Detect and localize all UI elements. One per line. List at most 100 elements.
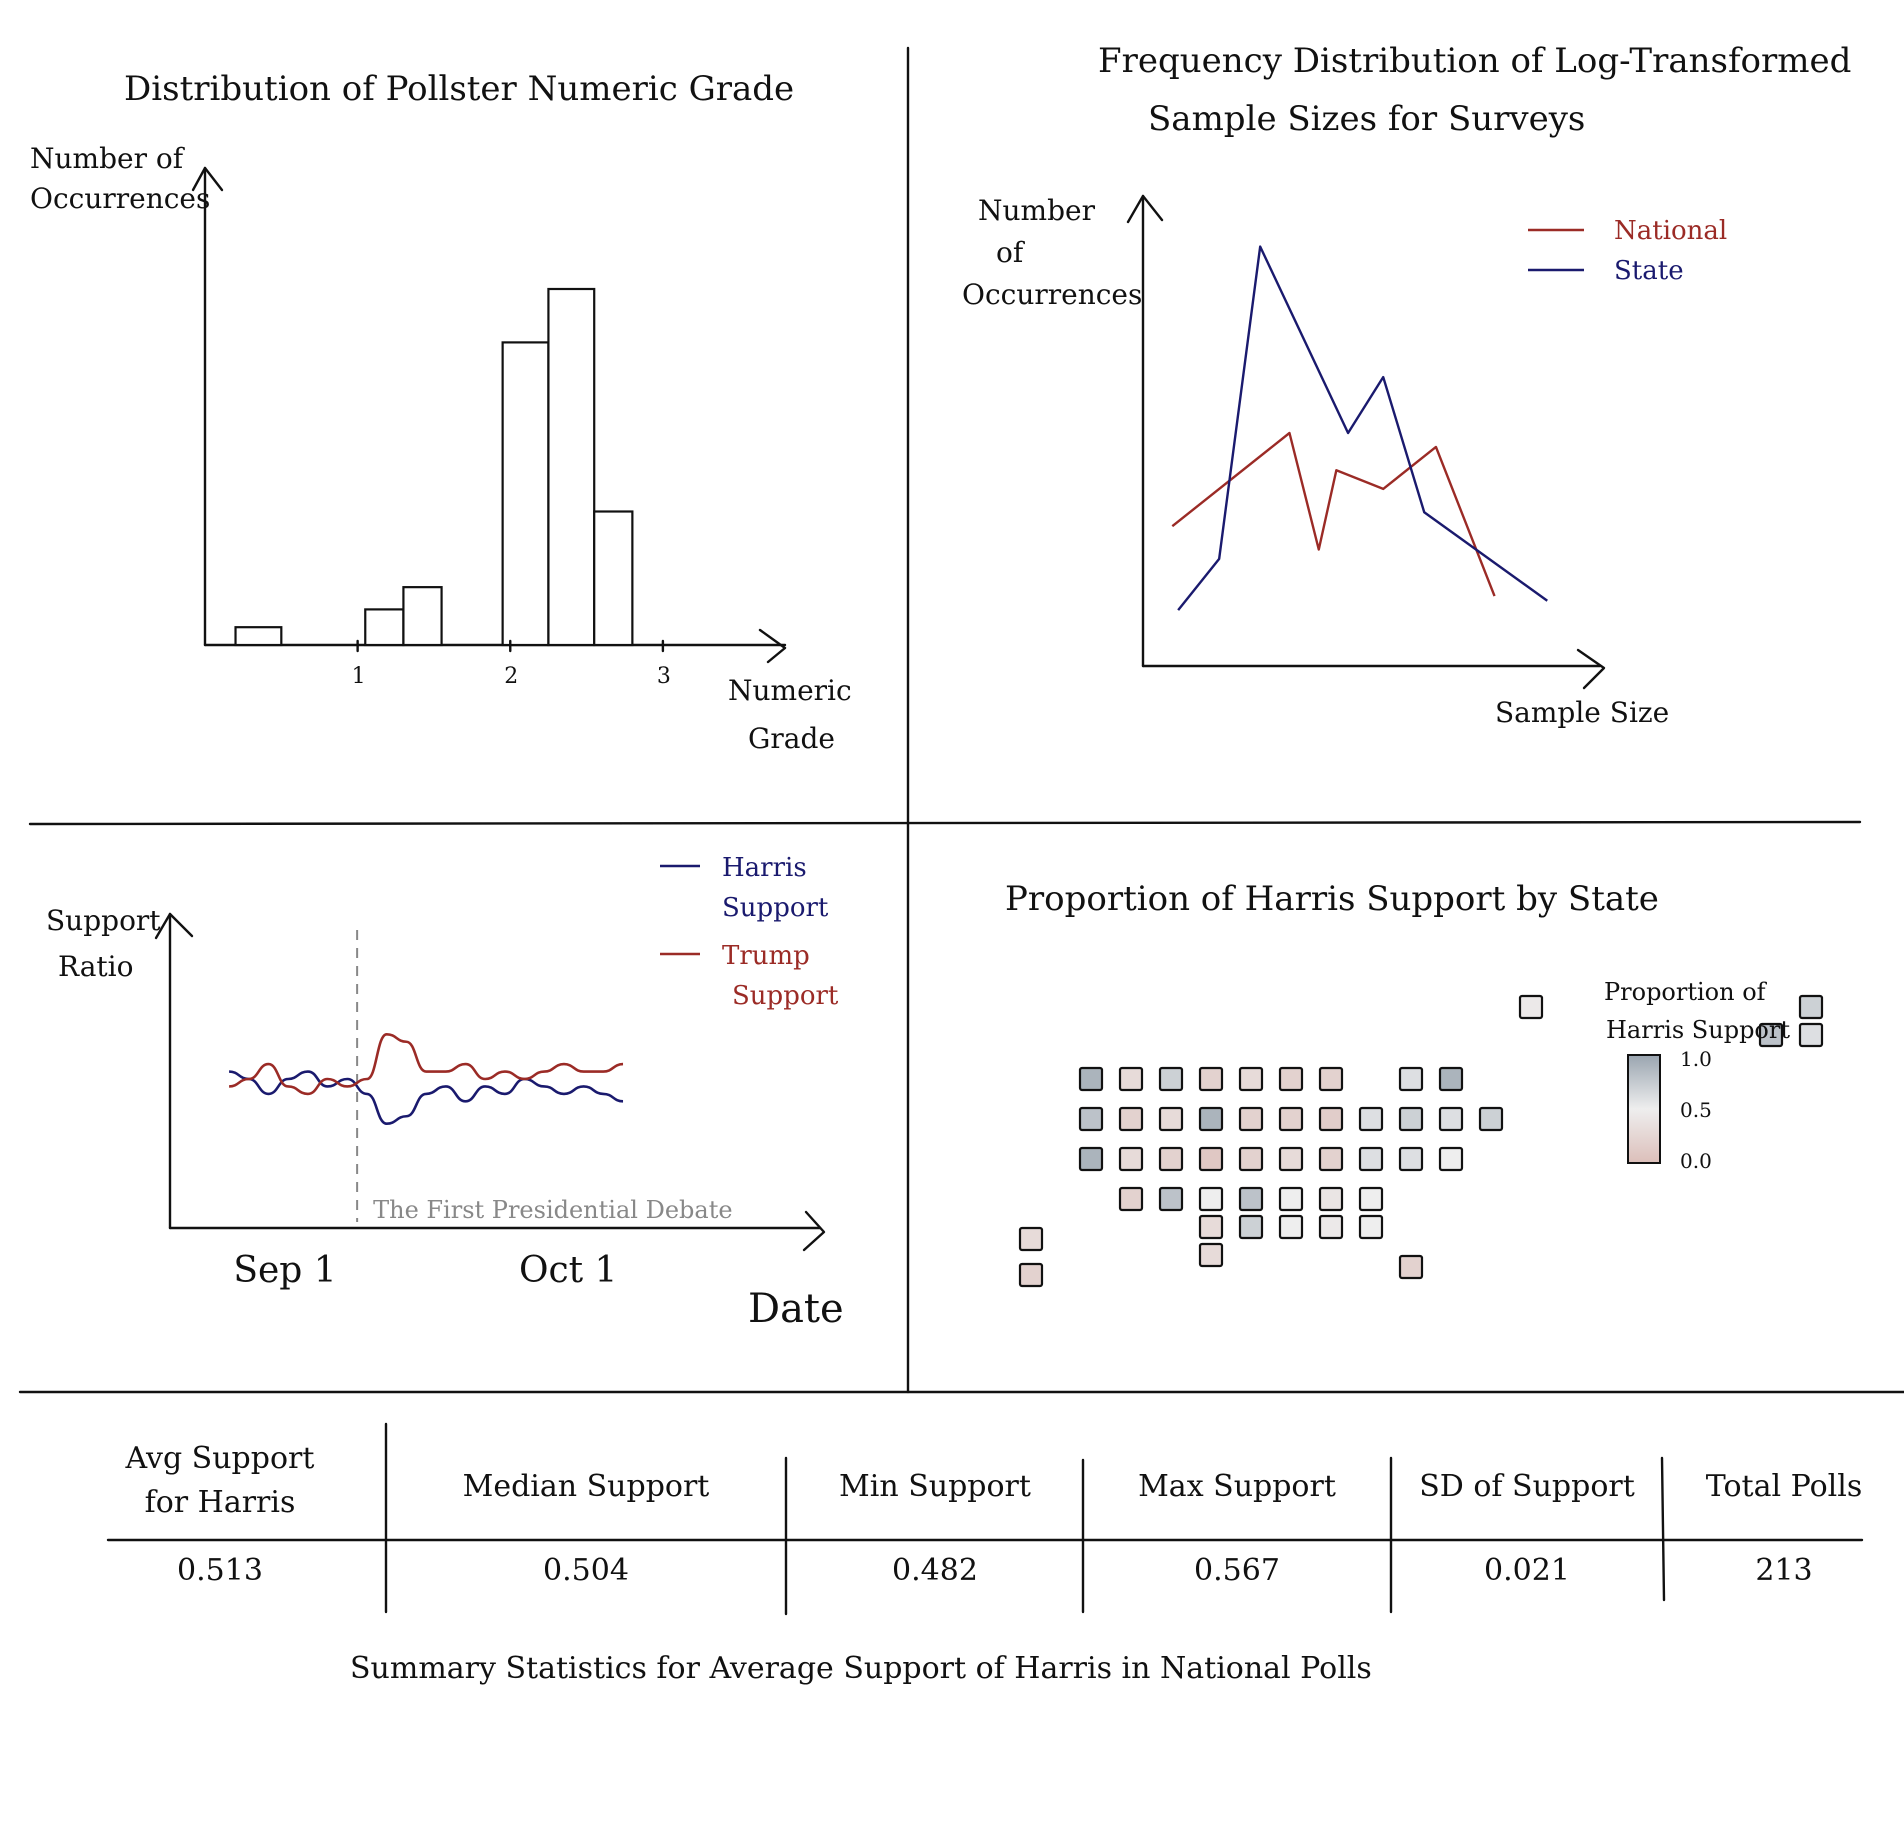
map-color-legend: 1.0 0.5 0.0 [1627, 1047, 1712, 1173]
debate-annotation: The First Presidential Debate [373, 1196, 732, 1224]
state-tile [1278, 1214, 1304, 1240]
state-tile [1358, 1214, 1384, 1240]
histogram-bar [234, 626, 283, 647]
support-date-tick: Oct 1 [519, 1250, 618, 1291]
state-tile [1318, 1106, 1344, 1132]
histogram-bar [593, 510, 634, 647]
histogram-xlabel-line1: Numeric [728, 674, 852, 707]
state-tile [1238, 1186, 1264, 1212]
state-tile [1198, 1186, 1224, 1212]
sample-size-panel: Frequency Distribution of Log-Transforme… [962, 41, 1851, 729]
table-header-cell: for Harris [145, 1485, 296, 1520]
sample-legend-label: State [1614, 256, 1684, 286]
state-tile [1438, 1106, 1464, 1132]
trump-support-line [228, 1033, 624, 1096]
state-tile [1238, 1146, 1264, 1172]
histogram-panel: Distribution of Pollster Numeric Grade N… [30, 69, 852, 755]
state-tile [1278, 1066, 1304, 1092]
table-value-cell: 0.504 [543, 1553, 629, 1588]
state-tile [1198, 1242, 1224, 1268]
state-tile [1318, 1214, 1344, 1240]
sample-title-line1: Frequency Distribution of Log-Transforme… [1098, 41, 1851, 81]
state-tile [1318, 1066, 1344, 1092]
state-tile [1358, 1106, 1384, 1132]
state-tile [1158, 1106, 1184, 1132]
support-panel: Support Ratio Date The First Presidentia… [46, 853, 844, 1332]
sample-ylabel-line1: Number [978, 194, 1096, 227]
panel-dividers [18, 46, 1904, 1394]
table-caption: Summary Statistics for Average Support o… [350, 1651, 1372, 1686]
state-tile [1018, 1262, 1044, 1288]
support-date-tick: Sep 1 [233, 1250, 336, 1291]
support-legend-label: Harris [722, 853, 807, 883]
histogram-bar [402, 586, 443, 647]
support-ylabel-line2: Ratio [58, 950, 133, 983]
table-row: 0.513 0.504 0.482 0.567 0.021 213 [177, 1553, 1813, 1588]
state-tile [1398, 1106, 1424, 1132]
map-title: Proportion of Harris Support by State [1005, 879, 1659, 919]
state-tile [1198, 1214, 1224, 1240]
state-tile [1398, 1146, 1424, 1172]
state-tile [1398, 1254, 1424, 1280]
state-tile [1278, 1106, 1304, 1132]
state-tile [1238, 1214, 1264, 1240]
table-header-cell: Avg Support [125, 1441, 315, 1476]
state-tile [1798, 994, 1824, 1020]
state-tile [1798, 1022, 1824, 1048]
sample-line-state [1177, 245, 1548, 611]
sample-xlabel: Sample Size [1495, 696, 1669, 729]
histogram-tick-label: 3 [657, 664, 671, 689]
state-tile [1198, 1106, 1224, 1132]
harris-support-line [228, 1070, 624, 1125]
histogram-bar [547, 287, 596, 647]
state-tile [1118, 1186, 1144, 1212]
state-tile [1238, 1066, 1264, 1092]
sample-legend-label: National [1614, 216, 1727, 246]
map-legend-tick: 0.0 [1680, 1149, 1712, 1173]
map-legend-title-line2: Harris Support [1606, 1016, 1790, 1044]
histogram-axes [191, 166, 787, 664]
histogram-ylabel-line2: Occurrences [30, 182, 210, 215]
state-tile [1358, 1146, 1384, 1172]
state-tile [1478, 1106, 1504, 1132]
support-legend-label: Support [732, 981, 839, 1011]
state-tile [1158, 1146, 1184, 1172]
state-tile [1278, 1146, 1304, 1172]
support-date-ticks: Sep 1 Oct 1 [233, 1250, 617, 1291]
state-tile [1438, 1066, 1464, 1092]
table-header-cell: Total Polls [1706, 1469, 1862, 1504]
table-value-cell: 0.567 [1194, 1553, 1280, 1588]
histogram-tick-label: 1 [352, 664, 366, 689]
histogram-title: Distribution of Pollster Numeric Grade [124, 69, 794, 109]
histogram-ylabel-line1: Number of [30, 142, 186, 175]
table-header-row: Avg Support for Harris Median Support Min S… [125, 1441, 1863, 1520]
table-header-cell: SD of Support [1419, 1469, 1635, 1504]
debate-marker: The First Presidential Debate [356, 930, 733, 1224]
sample-line-national [1171, 431, 1496, 597]
support-series [228, 1033, 624, 1125]
histogram-tick-label: 2 [504, 664, 518, 689]
state-tile [1118, 1146, 1144, 1172]
state-tile [1158, 1186, 1184, 1212]
table-value-cell: 213 [1755, 1553, 1812, 1588]
summary-table: Avg Support for Harris Median Support Min S… [106, 1422, 1864, 1686]
map-legend-colorbar [1627, 1054, 1661, 1164]
sample-series [1171, 245, 1548, 611]
support-legend-label: Support [722, 893, 829, 923]
support-ylabel-line1: Support [46, 904, 161, 937]
state-tile [1118, 1066, 1144, 1092]
state-tile [1238, 1106, 1264, 1132]
support-xlabel: Date [748, 1286, 844, 1332]
histogram-ticks: 1 2 3 [352, 639, 671, 689]
state-tiles [1018, 994, 1824, 1288]
state-tile [1318, 1146, 1344, 1172]
map-legend-tick: 1.0 [1680, 1047, 1712, 1071]
state-tile [1078, 1066, 1104, 1092]
support-axes [154, 912, 826, 1252]
sample-ylabel-line3: Occurrences [962, 278, 1142, 311]
state-map-panel: Proportion of Harris Support by State Pr… [1005, 879, 1824, 1288]
state-tile [1438, 1146, 1464, 1172]
map-legend-title-line1: Proportion of [1604, 978, 1768, 1006]
sample-title-line2: Sample Sizes for Surveys [1148, 99, 1585, 139]
